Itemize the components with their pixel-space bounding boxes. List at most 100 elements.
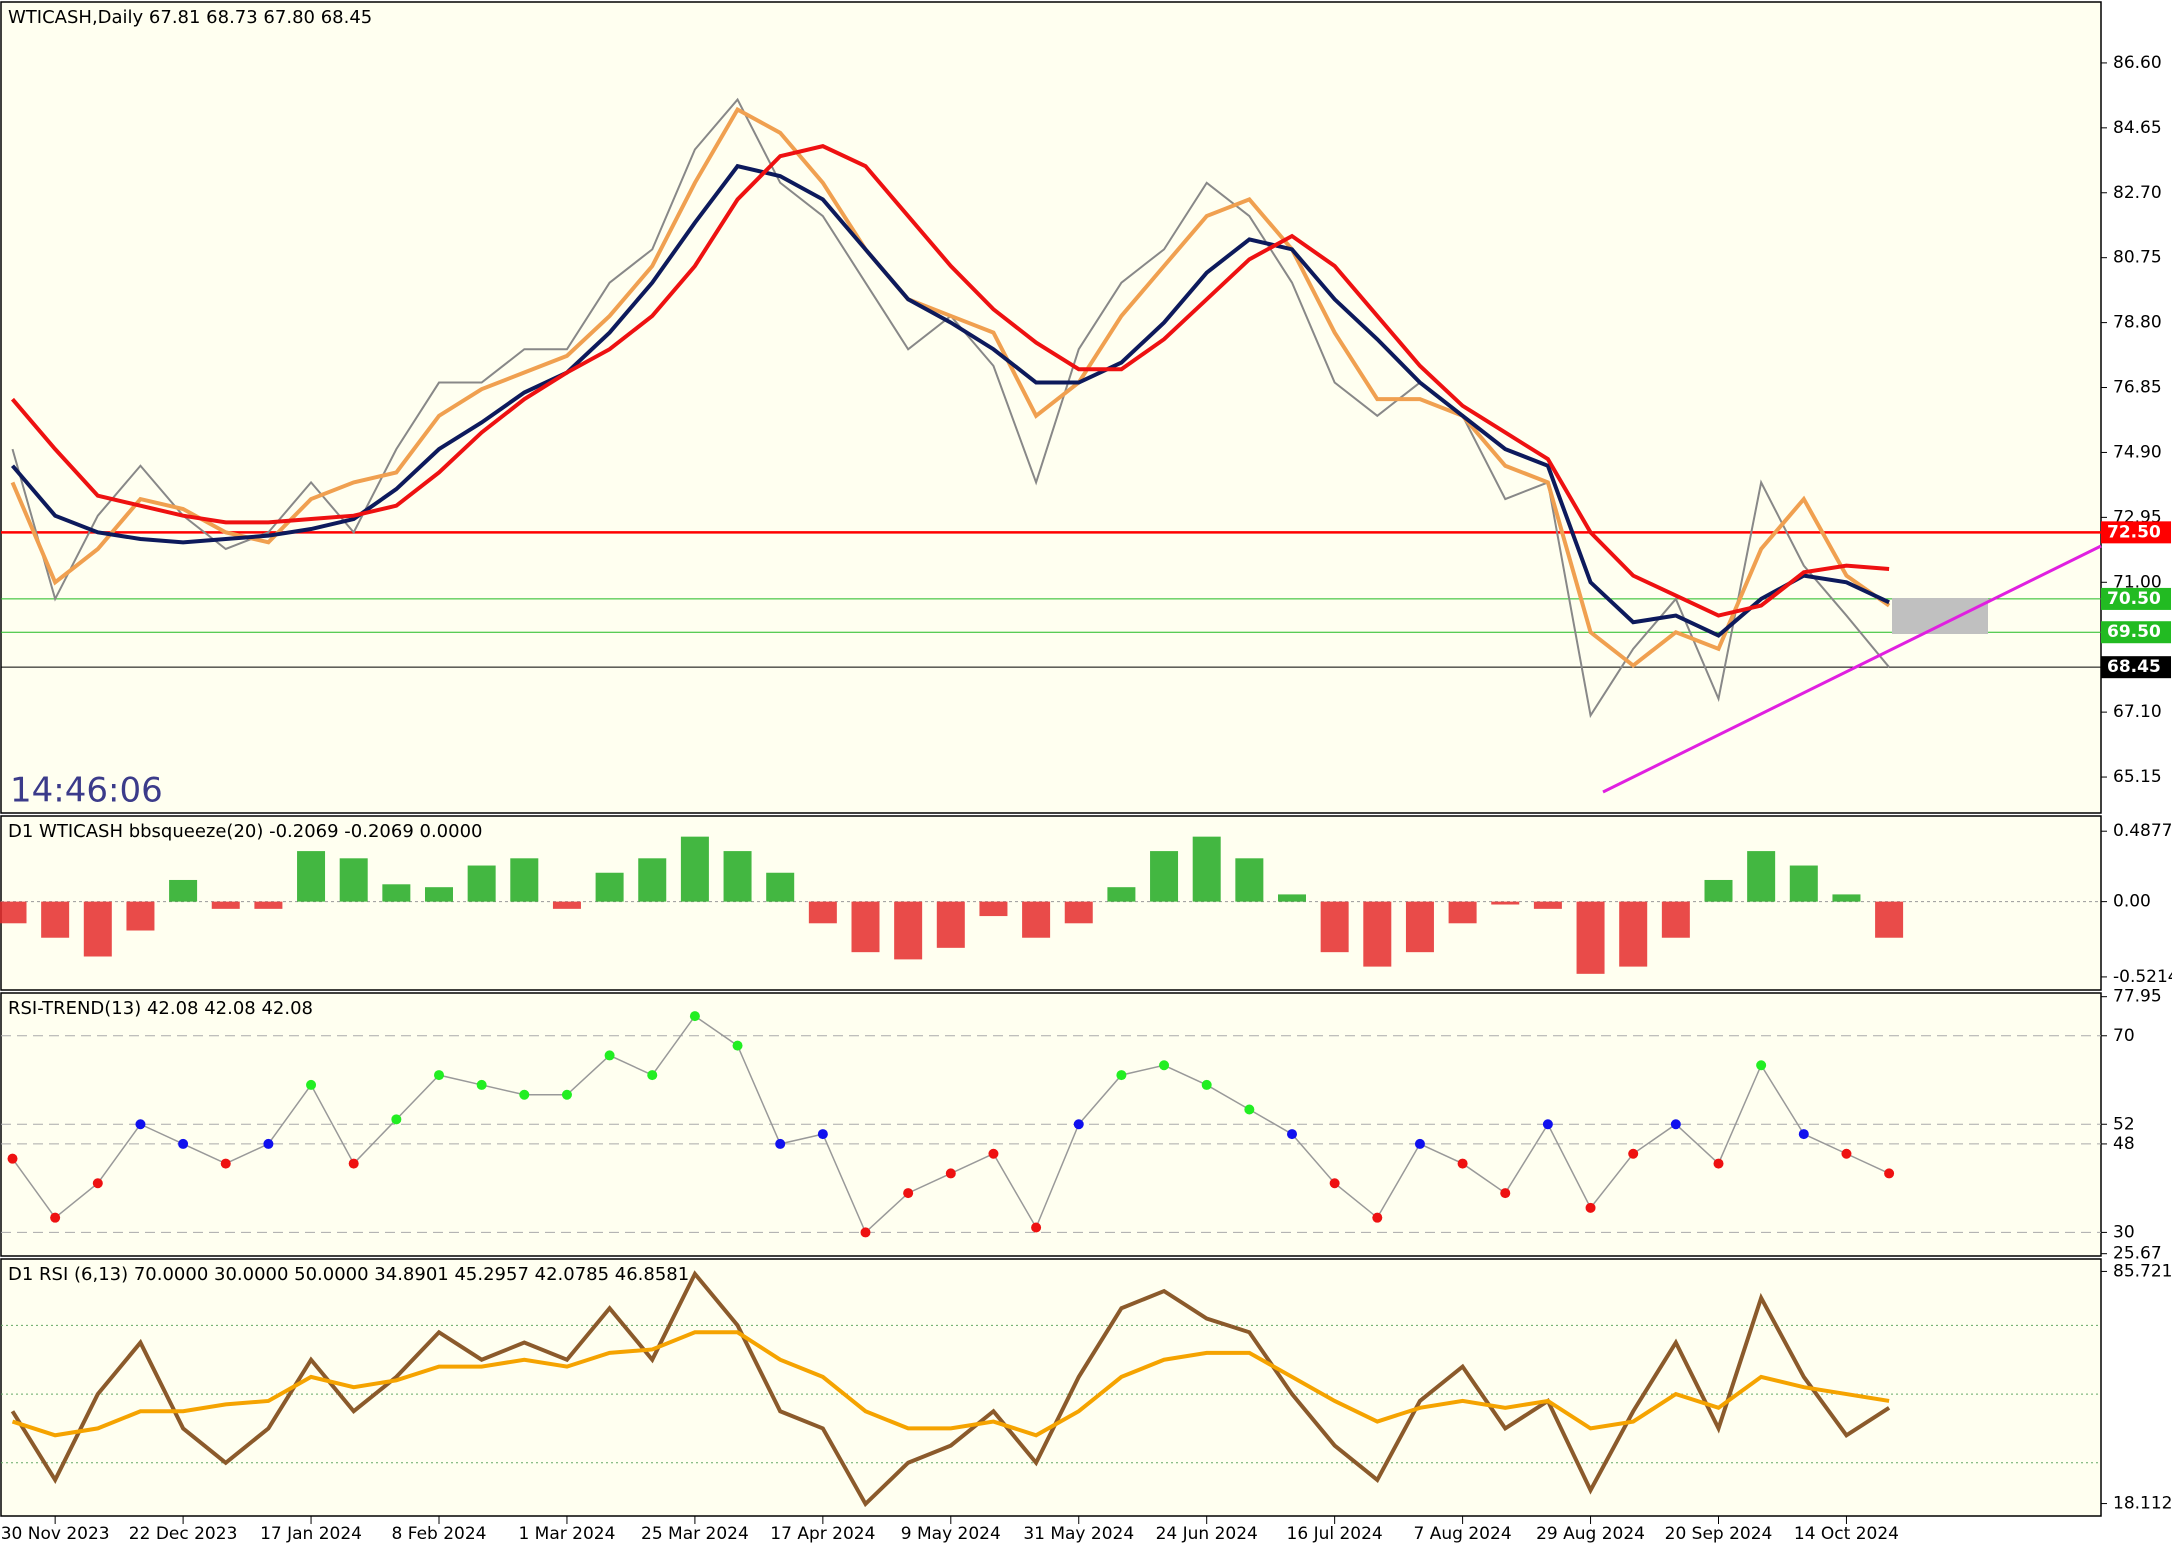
bar [1533, 901, 1562, 909]
bar [1747, 851, 1776, 902]
y-tick-label: 70 [2113, 1026, 2135, 1046]
bar [510, 858, 539, 902]
x-tick-label: 14 Oct 2024 [1794, 1524, 1899, 1544]
y-tick-label: 25.67 [2113, 1244, 2162, 1264]
bar [766, 872, 795, 902]
trend-line [1602, 544, 2102, 794]
series-line [10, 106, 1891, 669]
rsi-dot [1244, 1104, 1255, 1115]
bar [211, 901, 240, 909]
x-tick-label: 30 Nov 2023 [1, 1524, 110, 1544]
y-tick-label: 0.4877 [2113, 821, 2172, 841]
rsi-dot [1841, 1148, 1852, 1159]
level-tag [2101, 587, 2171, 610]
panel-title: WTICASH,Daily 67.81 68.73 67.80 68.45 [8, 7, 372, 28]
rsi-dot [306, 1079, 317, 1090]
rsi-dot [1457, 1158, 1468, 1169]
bar [1661, 901, 1690, 938]
bar [1363, 901, 1392, 967]
bar [126, 901, 155, 931]
bar [1832, 894, 1861, 902]
bar [1576, 901, 1605, 974]
level-label: 68.45 [2107, 657, 2161, 677]
panel-title: RSI-TREND(13) 42.08 42.08 42.08 [8, 998, 313, 1019]
bar [1107, 887, 1136, 902]
bar [638, 858, 667, 902]
rsi-dot [1073, 1119, 1084, 1130]
y-tick-label: 67.10 [2113, 702, 2162, 722]
rsi-dot [135, 1119, 146, 1130]
rsi-dot [92, 1178, 103, 1189]
rsi-dot [1414, 1138, 1425, 1149]
bar [936, 901, 965, 948]
rsi-dot [988, 1148, 999, 1159]
series-line [10, 144, 1890, 618]
y-tick-label: 74.90 [2113, 442, 2162, 462]
level-label: 72.50 [2107, 522, 2161, 542]
y-tick-label: 80.75 [2113, 248, 2162, 268]
rsi-dot [604, 1050, 615, 1061]
x-tick-label: 17 Jan 2024 [260, 1524, 362, 1544]
bar [595, 872, 624, 902]
x-tick-label: 7 Aug 2024 [1414, 1524, 1512, 1544]
x-tick-label: 24 Jun 2024 [1156, 1524, 1258, 1544]
bar [894, 901, 923, 960]
y-tick-label: 48 [2113, 1134, 2135, 1154]
series-line [11, 1330, 1890, 1438]
y-tick-label: 76.85 [2113, 378, 2162, 398]
bar [1491, 901, 1520, 905]
bar [339, 858, 368, 902]
rsi-dot [775, 1138, 786, 1149]
y-tick-label: 52 [2113, 1114, 2135, 1134]
rsi-dot [1500, 1188, 1511, 1199]
bar [1278, 894, 1306, 902]
bar [41, 901, 70, 938]
y-tick-label: -0.5214 [2113, 967, 2172, 987]
y-tick-label: 78.80 [2113, 313, 2162, 333]
y-tick-label: 65.15 [2113, 767, 2162, 787]
level-label: 69.50 [2107, 622, 2161, 642]
y-tick-label: 30 [2113, 1222, 2135, 1242]
panel [0, 1258, 2102, 1517]
clock: 14:46:06 [10, 771, 163, 811]
bar [808, 901, 837, 924]
y-tick-label: 85.7215 [2113, 1261, 2172, 1281]
x-tick-label: 31 May 2024 [1023, 1524, 1134, 1544]
y-tick-label: 77.95 [2113, 987, 2162, 1007]
zone-box [1892, 598, 1988, 634]
rsi-dot [903, 1188, 914, 1199]
x-tick-label: 20 Sep 2024 [1665, 1524, 1773, 1544]
level-label: 70.50 [2107, 589, 2161, 609]
bar [1789, 865, 1818, 902]
bar [254, 901, 283, 909]
x-tick-label: 29 Aug 2024 [1536, 1524, 1645, 1544]
rsi-dot [1287, 1129, 1297, 1140]
level-tag [2101, 621, 2171, 644]
bar [851, 901, 880, 953]
bar [169, 879, 198, 902]
rsi-dot [945, 1168, 956, 1179]
rsi-dot [1713, 1158, 1724, 1169]
x-tick-label: 16 Jul 2024 [1287, 1524, 1383, 1544]
level-tag [2101, 656, 2171, 679]
x-tick-label: 1 Mar 2024 [518, 1524, 615, 1544]
series-line [10, 1270, 1891, 1508]
rsi-dot [348, 1158, 359, 1169]
panel [0, 1, 2102, 814]
bar [1704, 879, 1733, 902]
x-tick-label: 17 Apr 2024 [770, 1524, 875, 1544]
x-tick-label: 22 Dec 2023 [129, 1524, 238, 1544]
y-tick-label: 71.00 [2113, 572, 2162, 592]
rsi-dot [1670, 1119, 1681, 1130]
panel [0, 815, 2102, 991]
rsi-dot [1372, 1212, 1383, 1223]
bar [297, 851, 326, 902]
bar [1875, 901, 1904, 938]
rsi-dot [519, 1089, 530, 1100]
bar [83, 901, 112, 957]
rsi-dot [1159, 1060, 1170, 1071]
bar [723, 851, 752, 902]
panel-title: D1 WTICASH bbsqueeze(20) -0.2069 -0.2069… [8, 821, 483, 842]
bar [1022, 901, 1051, 938]
rsi-dot [476, 1079, 487, 1090]
